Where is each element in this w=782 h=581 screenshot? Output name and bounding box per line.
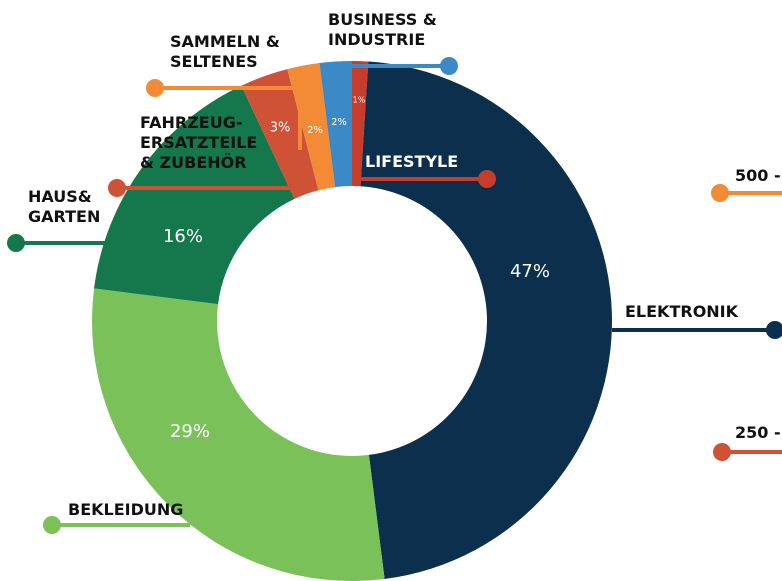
- leader-line: [356, 72, 487, 181]
- leader-dot: [713, 443, 731, 461]
- category-label: FAHRZEUG- ERSATZTEILE & ZUBEHÖR: [140, 113, 258, 172]
- donut-slice: [91, 288, 385, 581]
- value-label: 29%: [170, 421, 210, 442]
- category-label: BUSINESS & INDUSTRIE: [328, 10, 437, 49]
- value-label: 3%: [270, 121, 291, 136]
- leader-dot: [440, 57, 458, 75]
- side-label: 500 -: [735, 166, 781, 185]
- category-label: LIFESTYLE: [365, 152, 459, 171]
- leader-dot: [766, 321, 782, 339]
- donut-slice: [360, 61, 612, 579]
- leader-dot: [711, 184, 729, 202]
- leader-line: [155, 86, 302, 150]
- category-label: ELEKTRONIK: [625, 302, 739, 321]
- donut-slice: [241, 69, 319, 199]
- leader-dot: [43, 516, 61, 534]
- category-label: BEKLEIDUNG: [68, 500, 184, 519]
- value-label: 47%: [510, 261, 550, 282]
- leader-dot: [108, 179, 126, 197]
- category-label: SAMMELN & SELTENES: [170, 32, 280, 71]
- category-label: HAUS& GARTEN: [28, 187, 101, 226]
- leader-dot: [478, 170, 496, 188]
- leader-dot: [146, 79, 164, 97]
- side-label: 250 -: [735, 423, 781, 442]
- donut-slice: [94, 85, 295, 305]
- value-label: 1%: [353, 96, 366, 105]
- value-label: 2%: [331, 117, 347, 128]
- leader-dot: [7, 234, 25, 252]
- value-label: 16%: [163, 226, 203, 247]
- donut-slice: [319, 61, 352, 188]
- value-label: 2%: [307, 125, 323, 136]
